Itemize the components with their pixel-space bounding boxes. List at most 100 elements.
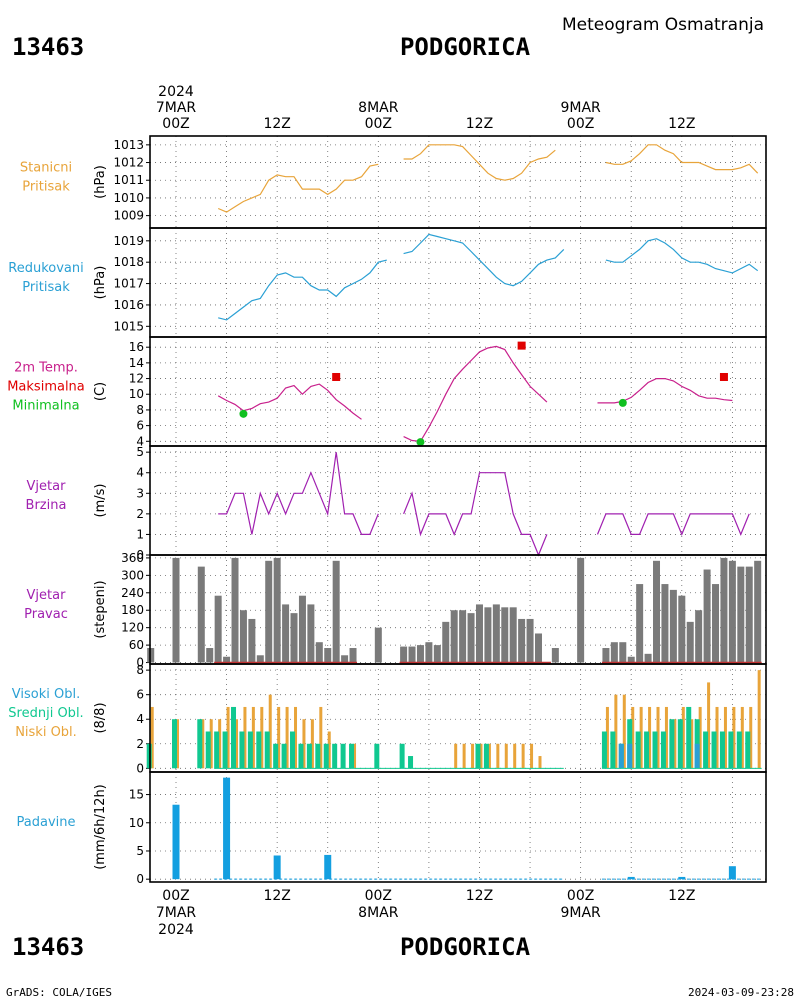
panel-label: Pritisak (22, 180, 70, 195)
panel-frame (149, 445, 767, 556)
direction-bar (551, 648, 559, 663)
direction-bar (518, 618, 526, 663)
min-temp-marker (239, 409, 248, 418)
cloud-bar (260, 706, 264, 769)
precip-bar (728, 866, 736, 880)
bottom-time-label: 9MAR (560, 905, 601, 921)
cloud-bar (690, 719, 694, 769)
direction-bar (450, 610, 458, 663)
panel-label: 2m Temp. (14, 361, 78, 376)
y-tick-label: 3 (136, 486, 144, 500)
cloud-bar (694, 743, 700, 769)
station-name: PODGORICA (400, 33, 531, 61)
cloud-bar (408, 756, 414, 769)
direction-bar (239, 610, 247, 663)
cloud-bar (513, 743, 517, 769)
top-time-label: 12Z (668, 116, 695, 132)
direction-bar (459, 610, 467, 663)
bottom-time-label: 2024 (158, 922, 194, 938)
cloud-bar (235, 719, 239, 769)
cloud-bar (622, 694, 626, 769)
direction-bar (282, 604, 290, 663)
cloud-bar (723, 706, 727, 769)
panel-frame (149, 336, 767, 447)
y-tick-label: 300 (121, 568, 144, 582)
series-line (403, 233, 565, 287)
direction-bar (298, 595, 306, 663)
series-line (217, 163, 379, 213)
direction-bar (433, 645, 441, 663)
panel-unit: (8/8) (93, 702, 108, 733)
cloud-bar (479, 743, 483, 769)
panel-frame (149, 771, 767, 883)
cloud-bar (454, 743, 458, 769)
cloud-bar (302, 719, 306, 769)
y-tick-label: 10 (129, 816, 144, 830)
cloud-bar (736, 731, 742, 769)
cloud-bar (462, 743, 466, 769)
bottom-time-label: 12Z (263, 888, 290, 904)
direction-bar (653, 560, 661, 663)
cloud-bar (340, 743, 346, 769)
cloud-bar (176, 719, 179, 769)
y-tick-label: 1018 (113, 255, 144, 269)
precip-bar (678, 876, 686, 880)
y-tick-label: 60 (129, 638, 144, 652)
y-tick-label: 1010 (113, 191, 144, 205)
cloud-bar (644, 731, 650, 769)
cloud-bar (273, 743, 279, 769)
panel-label: Padavine (17, 815, 76, 830)
panel-clouds: 0 2 4 6 8 Visoki Obl. Srednji Obl. Niski Obl. (8… (8, 663, 767, 775)
cloud-bar (327, 731, 331, 769)
precip-bar (324, 854, 332, 880)
panel-label: Niski Obl. (15, 725, 77, 740)
panel-unit: (hPa) (93, 165, 108, 199)
direction-bar (248, 618, 256, 663)
cloud-bar (201, 719, 205, 769)
y-tick-label: 1015 (113, 319, 144, 333)
direction-bar (223, 656, 231, 663)
bottom-time-label: 8MAR (358, 905, 399, 921)
direction-bar (686, 621, 694, 663)
y-tick-label: 4 (136, 466, 144, 480)
max-temp-marker (332, 372, 341, 381)
cloud-bar (664, 706, 668, 769)
cloud-bar (757, 670, 761, 769)
direction-bar (712, 584, 720, 663)
direction-bar (324, 648, 332, 663)
direction-bar (501, 607, 509, 663)
direction-bar (678, 595, 686, 663)
direction-bar (728, 560, 736, 663)
cloud-bar (294, 706, 298, 769)
max-temp-marker (517, 341, 526, 350)
panel-label: Brzina (26, 498, 67, 513)
cloud-bar (660, 731, 666, 769)
cloud-bar (323, 743, 329, 769)
top-time-label: 2024 (158, 84, 194, 100)
cloud-bar (703, 731, 709, 769)
y-tick-label: 240 (121, 586, 144, 600)
panel-unit: (stepeni) (93, 580, 108, 638)
series-line (403, 345, 548, 442)
y-tick-label: 1 (136, 527, 144, 541)
cloud-bar (172, 719, 177, 769)
cloud-bar (374, 743, 380, 769)
cloud-bar (353, 743, 357, 769)
panel-wind-speed: 0 1 2 3 4 5 Vjetar Brzina (m/s) (26, 445, 767, 562)
cloud-bar (310, 719, 314, 769)
credit: GrADS: COLA/IGES (6, 986, 112, 999)
cloud-bar (639, 706, 643, 769)
y-tick-label: 0 (136, 872, 144, 886)
y-tick-label: 15 (129, 788, 144, 802)
cloud-bar (614, 694, 618, 769)
direction-bar (400, 646, 408, 663)
bottom-time-label: 7MAR (156, 905, 197, 921)
precip-bar (172, 804, 180, 880)
direction-bar (408, 646, 416, 663)
top-time-label: 00Z (162, 116, 189, 132)
series-line (403, 144, 556, 181)
series-line (218, 452, 379, 536)
cloud-bar (635, 731, 641, 769)
direction-bar (577, 557, 585, 663)
